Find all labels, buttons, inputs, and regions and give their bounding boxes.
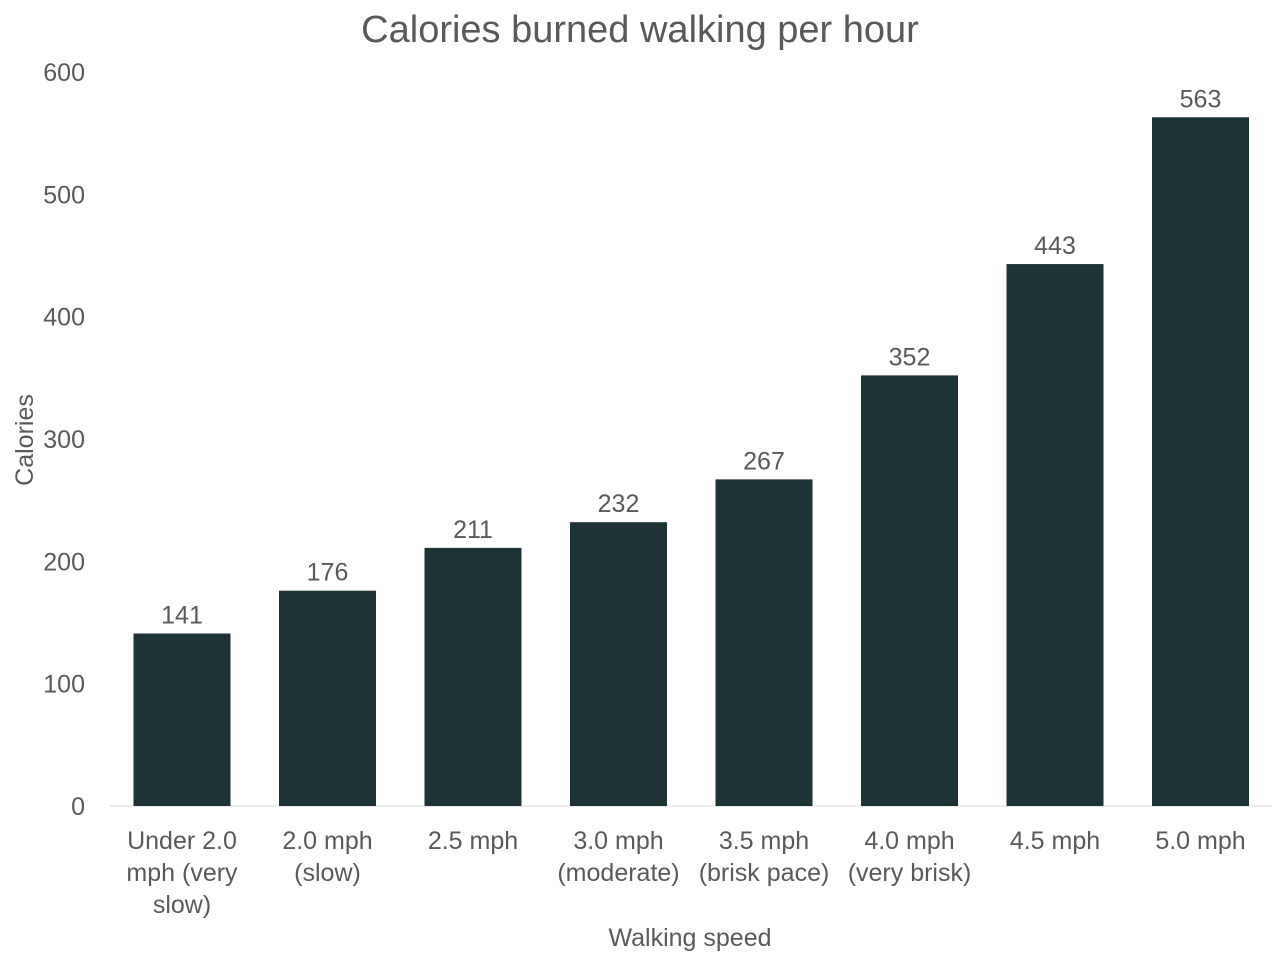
x-tick-label: 4.5 mph — [1010, 827, 1100, 855]
bar — [424, 547, 522, 806]
y-tick-label: 500 — [43, 181, 85, 209]
y-tick-label: 200 — [43, 548, 85, 576]
x-tick-label-line: 5.0 mph — [1155, 827, 1245, 855]
data-label: 176 — [307, 559, 349, 587]
data-label: 211 — [453, 516, 493, 544]
y-tick-label: 400 — [43, 304, 85, 332]
bar — [1152, 117, 1249, 807]
bar — [1006, 264, 1104, 806]
x-tick-label-line: 3.0 mph — [573, 827, 663, 855]
data-label: 141 — [161, 602, 203, 630]
y-axis-title: Calories — [11, 394, 39, 486]
bar — [861, 375, 958, 806]
x-axis-title: Walking speed — [608, 924, 771, 952]
x-tick-label-line: 4.0 mph — [864, 827, 954, 855]
bar — [279, 590, 376, 806]
x-axis: Under 2.0 mph (very slow) 2.0 mph (slow) 2.5 … — [126, 827, 1245, 919]
bar — [133, 633, 231, 806]
x-tick-label-line: mph (very — [126, 859, 238, 887]
x-tick-label-line: 3.5 mph — [719, 827, 809, 855]
x-tick-label-line: (very brisk) — [848, 859, 972, 887]
x-tick-label: 2.5 mph — [428, 827, 518, 855]
x-tick-label: 3.5 mph (brisk pace) — [699, 827, 830, 887]
x-tick-label-line: slow) — [153, 891, 211, 919]
x-tick-label-line: 2.0 mph — [282, 827, 372, 855]
bar — [570, 522, 667, 806]
x-tick-label-line: 2.5 mph — [428, 827, 518, 855]
y-axis: 0 100 200 300 400 500 600 — [43, 59, 85, 821]
y-tick-label: 600 — [43, 59, 85, 87]
bar — [715, 479, 813, 806]
y-tick-label: 300 — [43, 426, 85, 454]
y-tick-label: 0 — [71, 793, 85, 821]
x-tick-label: 2.0 mph (slow) — [282, 827, 372, 887]
data-label: 232 — [598, 490, 640, 518]
data-label: 352 — [889, 343, 931, 371]
y-tick-label: 100 — [43, 671, 85, 699]
x-tick-label: 3.0 mph (moderate) — [557, 827, 679, 887]
x-tick-label-line: Under 2.0 — [127, 827, 237, 855]
data-labels: 141 176 211 232 267 352 443 563 — [161, 85, 1221, 629]
chart-title: Calories burned walking per hour — [361, 9, 919, 51]
x-tick-label: 4.0 mph (very brisk) — [848, 827, 972, 887]
x-tick-label: Under 2.0 mph (very slow) — [126, 827, 238, 919]
data-label: 443 — [1034, 232, 1076, 260]
data-label: 563 — [1180, 85, 1222, 113]
x-tick-label-line: 4.5 mph — [1010, 827, 1100, 855]
x-tick-label: 5.0 mph — [1155, 827, 1245, 855]
data-label: 267 — [743, 447, 785, 475]
x-tick-label-line: (moderate) — [557, 859, 679, 887]
x-tick-label-line: (brisk pace) — [699, 859, 830, 887]
bars — [133, 117, 1249, 807]
x-tick-label-line: (slow) — [294, 859, 361, 887]
